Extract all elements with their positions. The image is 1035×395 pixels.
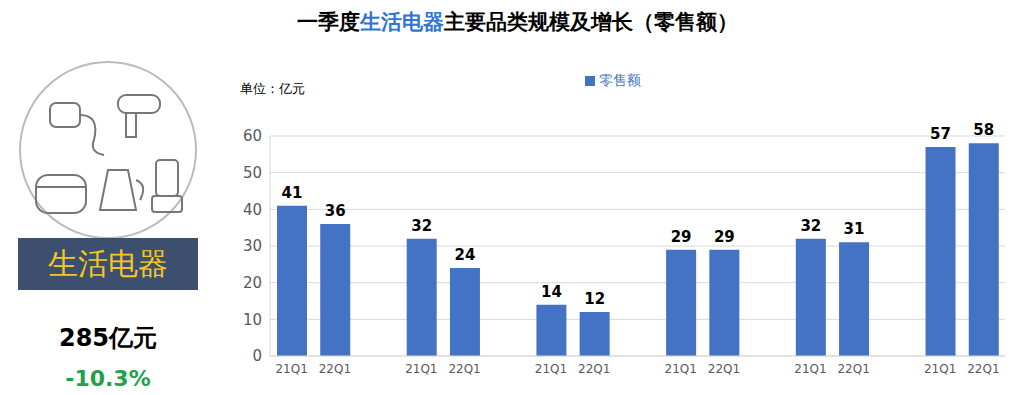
svg-text:24: 24 [455,246,476,264]
html-text:-10.3%: -10.3% [65,366,151,391]
svg-text:22Q1: 22Q1 [578,362,610,376]
svg-text:14: 14 [541,283,562,301]
svg-text:21Q1: 21Q1 [924,362,956,376]
svg-text:22Q1: 22Q1 [837,362,869,376]
svg-text:22Q1: 22Q1 [967,362,999,376]
svg-text:41: 41 [282,184,303,202]
svg-text:60: 60 [243,127,262,145]
svg-text:22Q1: 22Q1 [708,362,740,376]
svg-text:32: 32 [800,217,821,235]
svg-text:22Q1: 22Q1 [319,362,351,376]
svg-text:22Q1: 22Q1 [448,362,480,376]
html-text:零售额: 零售额 [598,72,641,88]
svg-text:57: 57 [930,125,951,143]
html-text:一季度生活电器主要品类规模及增长（零售额）: 一季度生活电器主要品类规模及增长（零售额） [297,10,738,34]
html-text:单位：亿元: 单位：亿元 [240,81,305,96]
svg-text:31: 31 [844,220,865,238]
svg-text:32: 32 [411,217,432,235]
svg-text:21Q1: 21Q1 [794,362,826,376]
svg-text:29: 29 [671,228,692,246]
html-text:生活电器: 生活电器 [48,245,168,281]
svg-text:40: 40 [243,201,262,219]
svg-text:36: 36 [325,202,346,220]
svg-text:21Q1: 21Q1 [405,362,437,376]
svg-text:58: 58 [973,121,994,139]
svg-text:30: 30 [243,237,262,255]
svg-text:50: 50 [243,164,262,182]
svg-text:12: 12 [584,290,605,308]
svg-text:21Q1: 21Q1 [275,362,307,376]
svg-text:10: 10 [243,311,262,329]
svg-text:29: 29 [714,228,735,246]
svg-text:20: 20 [243,274,262,292]
svg-text:0: 0 [252,347,262,365]
svg-text:21Q1: 21Q1 [665,362,697,376]
html-text:285亿元: 285亿元 [58,324,157,352]
svg-text:21Q1: 21Q1 [535,362,567,376]
